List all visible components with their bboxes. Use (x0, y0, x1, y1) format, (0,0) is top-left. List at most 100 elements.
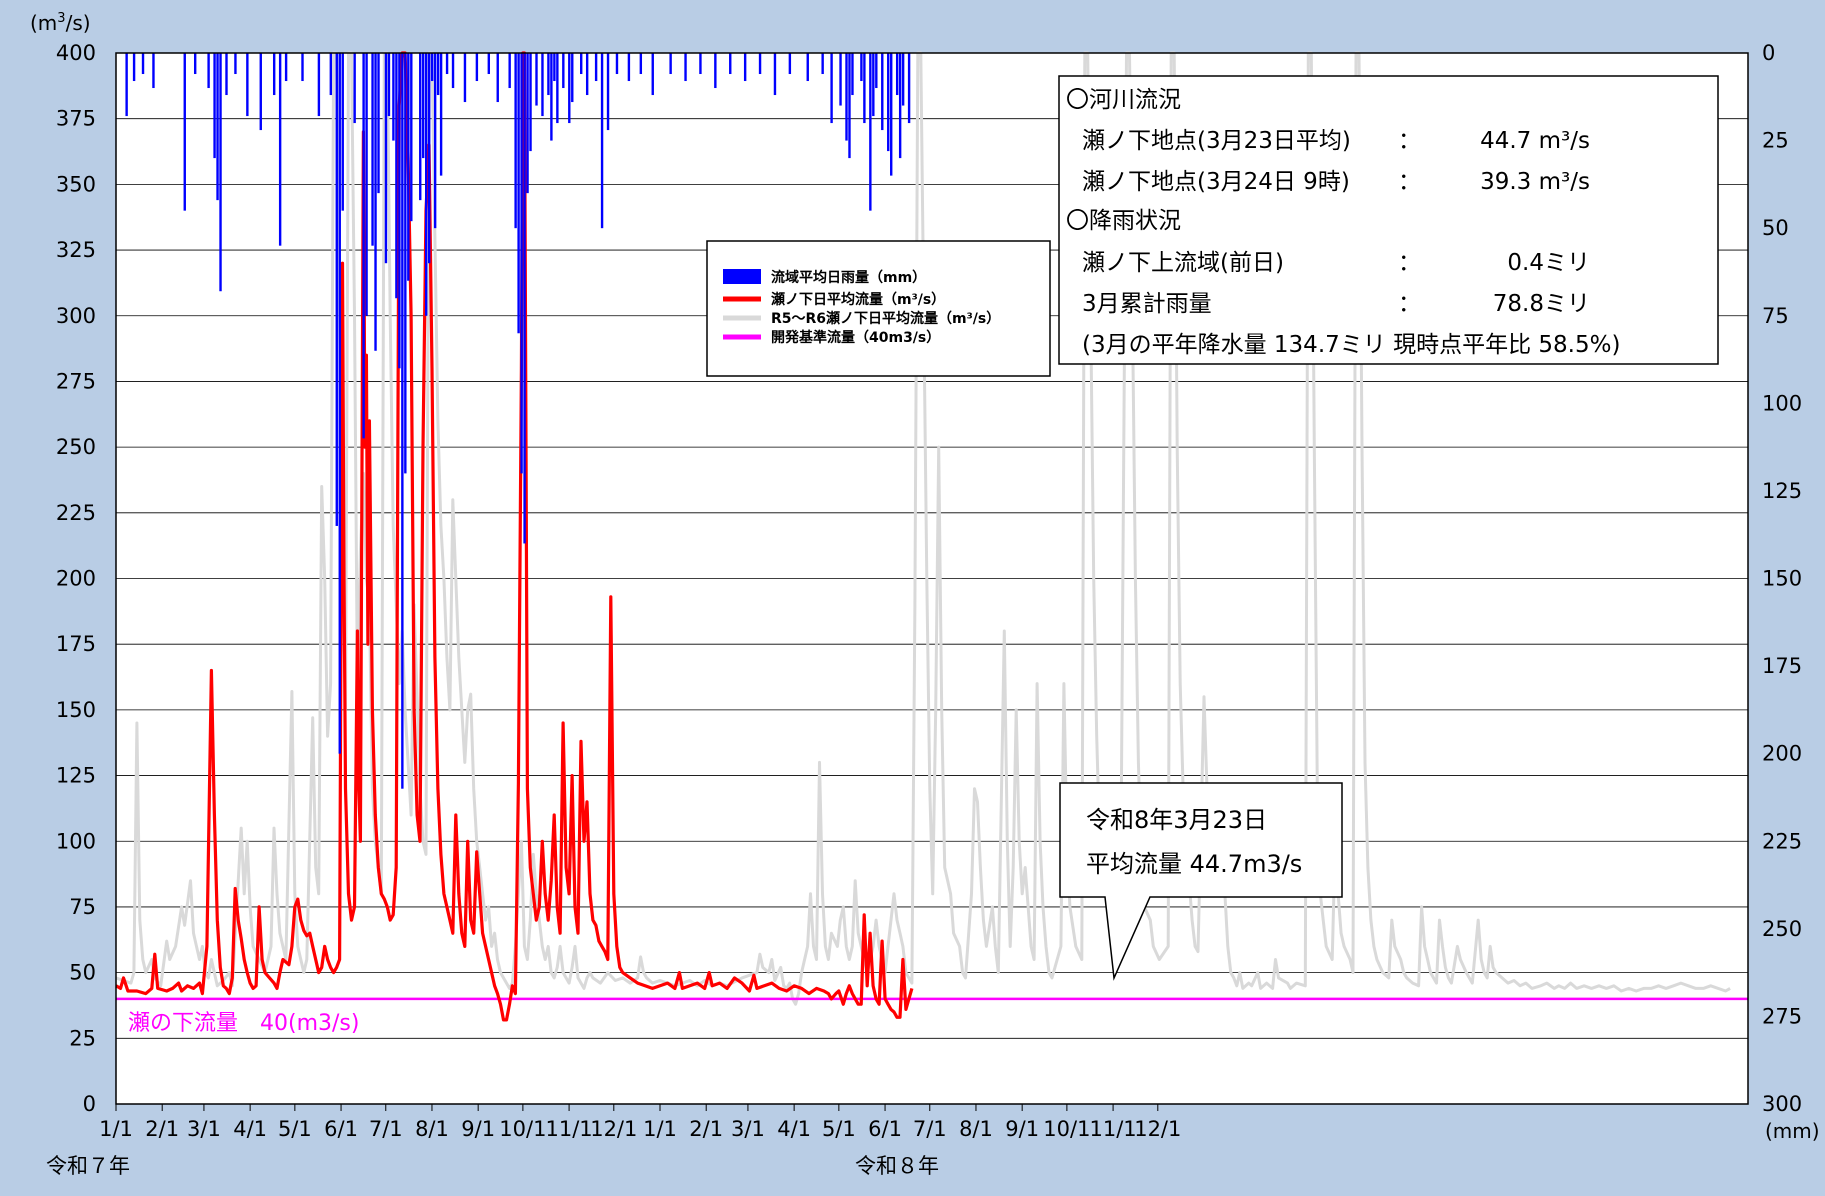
rainfall-bar (547, 53, 550, 96)
right-tick-label: 150 (1762, 567, 1802, 591)
rainfall-bar (496, 53, 499, 103)
rainfall-bar (788, 53, 792, 75)
rainfall-bar (684, 53, 687, 82)
legend-entry-r5r6: R5～R6瀬ノ下日平均流量（m³/s） (771, 310, 1000, 327)
rainfall-bar (550, 53, 553, 141)
right-tick-label: 125 (1762, 479, 1802, 503)
rainfall-bar (353, 53, 356, 124)
info-label-sennoshita-avg: 瀬ノ下地点(3月23日平均) (1082, 128, 1351, 154)
rainfall-bar (830, 53, 833, 124)
series-rainfall-bars (125, 53, 911, 789)
rainfall-bar (430, 53, 434, 82)
callout: 令和8年3月23日 平均流量 44.7m3/s (1059, 782, 1343, 981)
x-tick-label: 5/1 (278, 1117, 312, 1141)
left-tick-label: 25 (69, 1026, 96, 1050)
info-heading-rain: 〇降雨状況 (1066, 208, 1181, 234)
rainfall-bar (371, 53, 374, 246)
left-tick-label: 0 (83, 1092, 96, 1116)
left-tick-label: 200 (56, 567, 96, 591)
rainfall-bar (848, 53, 851, 159)
rainfall-bar (508, 53, 511, 89)
rainfall-bar (562, 53, 565, 89)
rainfall-bar (520, 53, 523, 474)
right-tick-label: 200 (1762, 742, 1802, 766)
rainfall-bar (427, 53, 431, 264)
rainfall-bar (553, 53, 556, 82)
right-tick-label: 250 (1762, 917, 1802, 941)
rainfall-bar (374, 53, 377, 351)
rainfall-bar (529, 53, 532, 152)
x-tick-label: 12/1 (1134, 1117, 1181, 1141)
rainfall-bar (606, 53, 610, 131)
rainfall-bar (401, 53, 404, 789)
x-tick-label: 12/1 (590, 1117, 637, 1141)
rainfall-bar (758, 53, 762, 75)
rainfall-bar (514, 53, 517, 229)
x-tick-label: 8/1 (959, 1117, 993, 1141)
rainfall-bar (651, 53, 654, 96)
rainfall-bar (207, 53, 210, 89)
rainfall-bar (216, 53, 219, 201)
rainfall-bar (901, 53, 905, 106)
info-box: 〇河川流況 瀬ノ下地点(3月23日平均) ： 44.7 m³/s 瀬ノ下地点(3… (1058, 75, 1719, 365)
rainfall-bar (475, 53, 479, 82)
left-tick-label: 375 (56, 107, 96, 131)
rainfall-bar (425, 53, 428, 316)
x-tick-label: 8/1 (415, 1117, 449, 1141)
rainfall-bar (669, 53, 672, 75)
right-tick-label: 300 (1762, 1092, 1802, 1116)
rainfall-bar (272, 53, 276, 96)
right-tick-label: 175 (1762, 654, 1802, 678)
info-value-march-total: 78.8ミリ (1493, 291, 1590, 317)
rainfall-bar (362, 53, 365, 439)
rainfall-bar (890, 53, 893, 176)
rainfall-bar (384, 53, 388, 264)
x-tick-label: 6/1 (324, 1117, 358, 1141)
rainfall-bar (132, 53, 136, 82)
rainfall-bar (743, 53, 747, 82)
rainfall-bar (594, 53, 598, 82)
left-tick-label: 75 (69, 895, 96, 919)
rainfall-bar (806, 53, 809, 82)
rainfall-bar (445, 53, 449, 75)
x-tick-label: 7/1 (913, 1117, 947, 1141)
reference-line-group: 瀬の下流量 40(m3/s) (116, 997, 1748, 1036)
rainfall-bar (895, 53, 899, 96)
info-colon: ： (1398, 291, 1421, 317)
info-value-sennoshita-avg: 44.7 m³/s (1480, 128, 1590, 154)
rainfall-bar (410, 53, 413, 222)
left-tick-label: 300 (56, 304, 96, 328)
right-axis: 0 25 50 75 100 125 150 175 200 225 250 275 300 (1762, 41, 1802, 1116)
right-tick-label: 75 (1762, 304, 1789, 328)
right-tick-label: 25 (1762, 129, 1789, 153)
rainfall-bar (863, 53, 866, 124)
rainfall-bar (580, 53, 583, 75)
rainfall-bar (141, 53, 145, 75)
rainfall-bar (433, 53, 437, 229)
rainfall-bar (395, 53, 398, 299)
rainfall-bar (439, 53, 443, 176)
rainfall-bar (773, 53, 777, 96)
right-tick-label: 275 (1762, 1004, 1802, 1028)
rainfall-bar (729, 53, 732, 75)
left-axis-unit: (m3/s) (30, 11, 91, 35)
rainfall-bar (246, 53, 249, 117)
rainfall-bar (526, 53, 529, 194)
rainfall-bar (887, 53, 890, 152)
rainfall-bar (152, 53, 155, 89)
rainfall-bar (872, 53, 875, 117)
rainfall-bar (898, 53, 902, 159)
rainfall-bar (639, 53, 643, 75)
x-tick-label: 3/1 (187, 1117, 221, 1141)
rainfall-bar (541, 53, 544, 117)
x-tick-label: 3/1 (731, 1117, 765, 1141)
rainfall-bar (225, 53, 228, 96)
x-axis: 1/1 2/1 3/1 4/1 5/1 6/1 7/1 8/1 9/1 10/1 11/112/1 1… (99, 1104, 1181, 1141)
rainfall-bar (317, 53, 321, 117)
info-label-march-total: 3月累計雨量 (1082, 291, 1212, 317)
rainfall-bar (851, 53, 854, 96)
info-colon: ： (1398, 128, 1421, 154)
rainfall-bar (714, 53, 717, 89)
era-label-r7: 令和７年 (46, 1154, 130, 1178)
info-value-sennoshita-9h: 39.3 m³/s (1480, 169, 1590, 195)
